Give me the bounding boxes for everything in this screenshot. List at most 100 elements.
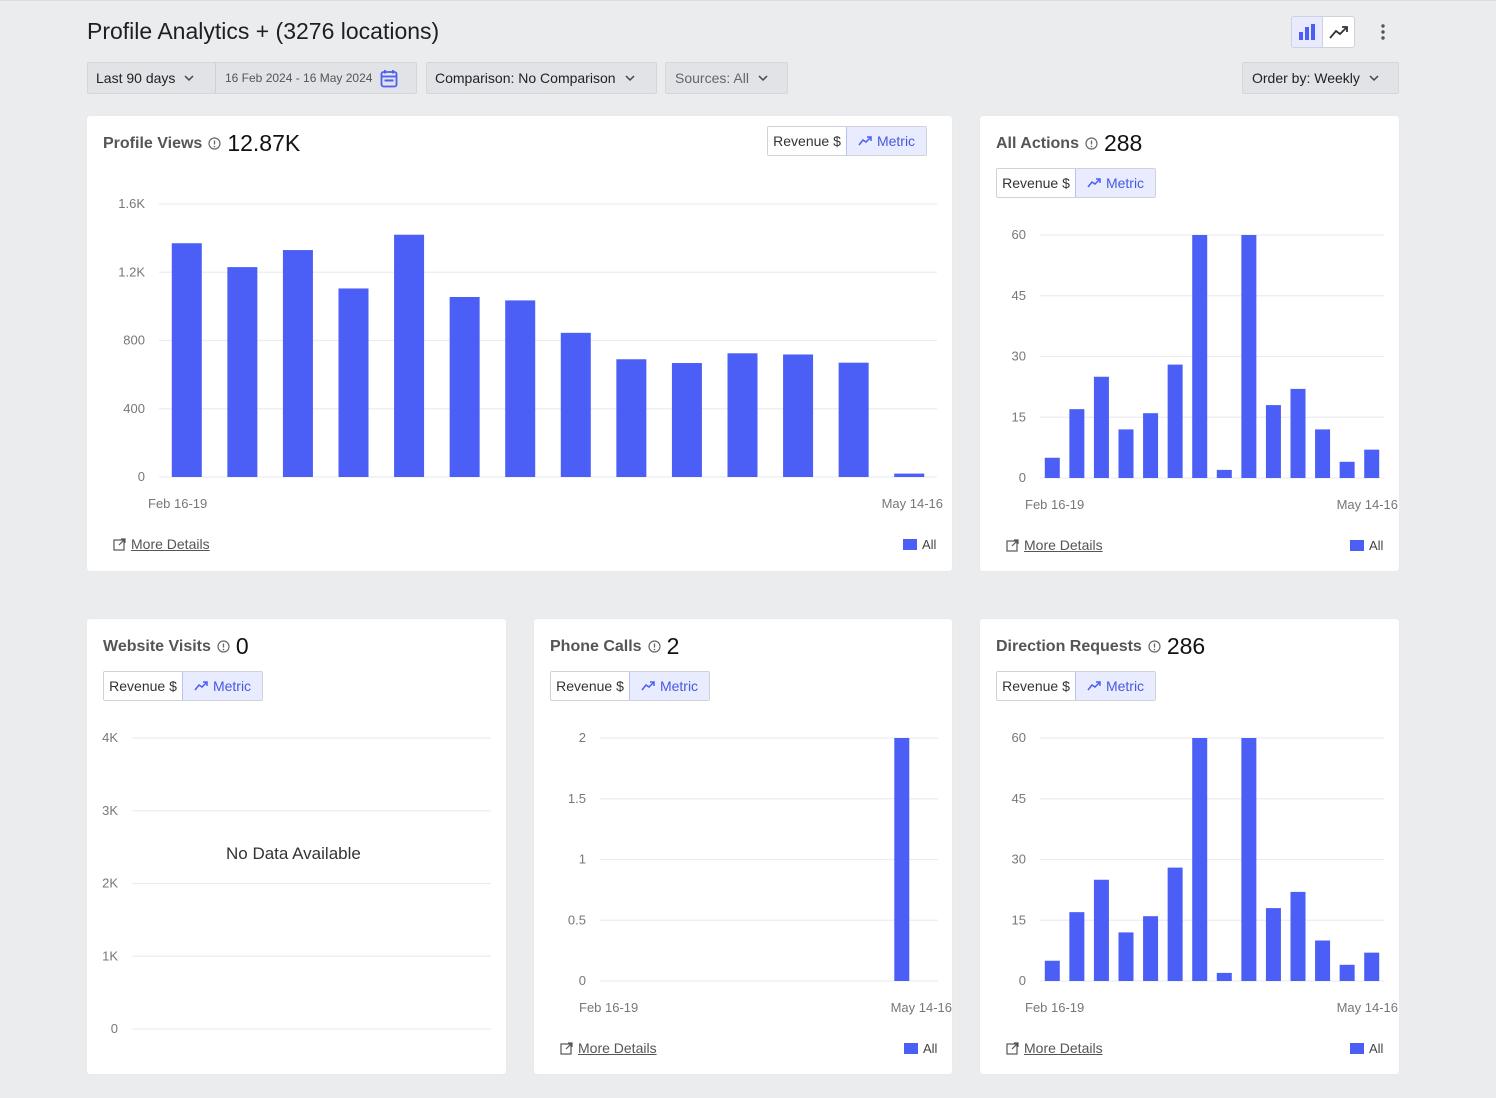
line-view-button[interactable] <box>1323 17 1354 47</box>
bar[interactable] <box>1167 364 1183 478</box>
metric-button[interactable]: Metric <box>1076 169 1155 197</box>
bar[interactable] <box>449 296 480 477</box>
bar[interactable] <box>1118 932 1134 981</box>
comparison-filter[interactable]: Comparison: No Comparison <box>426 62 657 94</box>
bar[interactable] <box>671 363 702 477</box>
bar[interactable] <box>894 473 925 477</box>
bar[interactable] <box>1216 469 1232 478</box>
revenue-label: Revenue $ <box>773 133 841 149</box>
revenue-button[interactable]: Revenue $ <box>768 127 847 155</box>
bar[interactable] <box>1339 461 1355 478</box>
more-options-button[interactable] <box>1373 20 1393 44</box>
bar[interactable] <box>1241 235 1257 478</box>
metric-button[interactable]: Metric <box>183 672 262 700</box>
bar[interactable] <box>1167 867 1183 981</box>
all-actions-chart: 0 15 30 45 60 Feb 16-19 May 14-16 <box>1012 227 1398 512</box>
bar[interactable] <box>394 234 425 477</box>
bar-chart-icon <box>1299 24 1315 40</box>
external-link-icon <box>560 1041 573 1055</box>
bar[interactable] <box>1290 891 1306 981</box>
bar[interactable] <box>1044 457 1060 478</box>
bar[interactable] <box>1216 972 1232 981</box>
bar[interactable] <box>1143 916 1159 981</box>
bar[interactable] <box>1069 912 1085 981</box>
bar[interactable] <box>171 243 202 477</box>
more-details-link[interactable]: More Details <box>560 1040 657 1056</box>
metric-button[interactable]: Metric <box>630 672 709 700</box>
revenue-button[interactable]: Revenue $ <box>104 672 183 700</box>
card-header: All Actions 288 <box>996 130 1142 157</box>
y-tick-label: 0.5 <box>568 912 586 927</box>
bar[interactable] <box>282 250 313 477</box>
y-tick-label: 15 <box>1012 409 1026 424</box>
bar[interactable] <box>1143 413 1159 478</box>
more-details-link[interactable]: More Details <box>1006 537 1103 553</box>
bar[interactable] <box>1192 738 1208 981</box>
bar[interactable] <box>783 354 814 477</box>
sources-filter[interactable]: Sources: All <box>665 62 788 94</box>
chart-view-toggle[interactable] <box>1291 16 1355 48</box>
chevron-down-icon <box>625 75 635 82</box>
revenue-button[interactable]: Revenue $ <box>551 672 630 700</box>
bar[interactable] <box>1339 964 1355 981</box>
bar[interactable] <box>727 353 758 477</box>
chevron-down-icon <box>1369 75 1379 82</box>
more-details-link[interactable]: More Details <box>113 536 210 552</box>
revenue-button[interactable]: Revenue $ <box>997 169 1076 197</box>
bar[interactable] <box>1093 376 1109 478</box>
bar[interactable] <box>616 359 647 477</box>
chevron-down-icon <box>184 75 194 82</box>
card-header: Direction Requests 286 <box>996 633 1205 660</box>
info-icon[interactable] <box>217 640 230 653</box>
bar[interactable] <box>1192 235 1208 478</box>
revenue-metric-toggle[interactable]: Revenue $ Metric <box>103 671 263 701</box>
card-title: Phone Calls <box>550 637 642 655</box>
metric-button[interactable]: Metric <box>847 127 926 155</box>
revenue-metric-toggle[interactable]: Revenue $ Metric <box>767 126 927 156</box>
more-details-link[interactable]: More Details <box>1006 1040 1103 1056</box>
revenue-metric-toggle[interactable]: Revenue $ Metric <box>550 671 710 701</box>
bar[interactable] <box>1315 429 1331 478</box>
bar[interactable] <box>1265 405 1281 478</box>
profile-views-chart: 0 400 800 1.2K 1.6K Feb 16-19 May 14-16 <box>118 196 943 511</box>
order-by-filter[interactable]: Order by: Weekly <box>1242 62 1399 94</box>
bar[interactable] <box>1241 738 1257 981</box>
bar[interactable] <box>1118 429 1134 478</box>
revenue-metric-toggle[interactable]: Revenue $ Metric <box>996 168 1156 198</box>
profile-views-card: Profile Views 12.87K Revenue $ Metric 0 4… <box>87 116 952 571</box>
more-details-label: More Details <box>1024 1040 1103 1056</box>
legend-label: All <box>1369 1041 1384 1056</box>
x-tick-label: May 14-16 <box>1337 497 1398 512</box>
bar[interactable] <box>1315 940 1331 982</box>
revenue-button[interactable]: Revenue $ <box>997 672 1076 700</box>
calendar-icon <box>381 69 398 87</box>
bar[interactable] <box>838 362 869 477</box>
date-range-filter[interactable]: Last 90 days 16 Feb 2024 - 16 May 2024 <box>87 62 417 94</box>
chart-legend: All <box>904 1041 937 1056</box>
info-icon[interactable] <box>208 137 221 150</box>
info-icon[interactable] <box>1148 640 1161 653</box>
range-preset-select[interactable]: Last 90 days <box>88 63 216 93</box>
bar[interactable] <box>1093 879 1109 981</box>
bar-view-button[interactable] <box>1292 17 1324 47</box>
metric-button[interactable]: Metric <box>1076 672 1155 700</box>
date-range-picker[interactable]: 16 Feb 2024 - 16 May 2024 <box>216 69 398 88</box>
card-value: 288 <box>1103 130 1143 156</box>
card-header: Profile Views 12.87K <box>103 130 300 157</box>
bar[interactable] <box>560 332 591 477</box>
bar[interactable] <box>338 288 369 477</box>
info-icon[interactable] <box>647 640 661 653</box>
bar[interactable] <box>505 300 536 477</box>
bar[interactable] <box>1364 449 1380 478</box>
revenue-metric-toggle[interactable]: Revenue $ Metric <box>996 671 1156 701</box>
bar[interactable] <box>1265 908 1281 981</box>
bar[interactable] <box>227 267 258 477</box>
metric-label: Metric <box>659 678 699 694</box>
metric-label: Metric <box>212 678 252 694</box>
bar[interactable] <box>1290 388 1306 478</box>
bar[interactable] <box>894 738 910 981</box>
info-icon[interactable] <box>1085 137 1098 150</box>
bar[interactable] <box>1364 952 1380 981</box>
bar[interactable] <box>1069 409 1085 478</box>
bar[interactable] <box>1044 960 1060 981</box>
